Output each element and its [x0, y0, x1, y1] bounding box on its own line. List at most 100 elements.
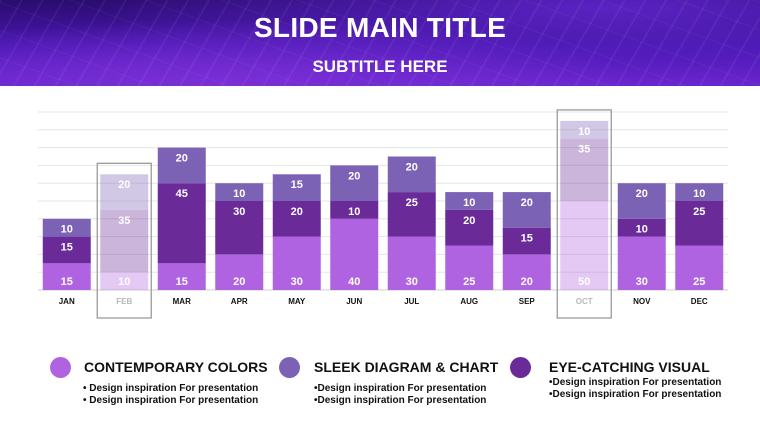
bar-segment-feb-2	[100, 209, 149, 273]
bar-segment-jul-3	[387, 156, 436, 193]
bar-segment-nov-2	[617, 218, 666, 237]
data-label: 15	[291, 179, 303, 191]
chart-x-tick-labels: JAN FEB MAR APR MAY JUN JUL AUG SEP OCT NOV DEC	[59, 297, 708, 306]
data-label: 25	[693, 276, 705, 288]
bar-segment-mar-1	[157, 263, 206, 290]
bar-segment-oct-2	[560, 138, 609, 201]
legend-label: CONTEMPORARY COLORS	[84, 359, 268, 375]
x-tick-label: MAY	[288, 297, 306, 306]
bar-segment-sep-2	[502, 227, 551, 255]
legend-label: SLEEK DIAGRAM & CHART	[314, 359, 499, 375]
data-label: 20	[233, 276, 245, 288]
bar-segment-jan-2	[42, 236, 91, 264]
bar-segment-mar-2	[157, 183, 206, 264]
data-label: 20	[348, 170, 360, 182]
bar-segment-aug-2	[445, 209, 494, 246]
bar-segment-may-1	[272, 236, 321, 290]
legend-label: EYE-CATCHING VISUAL	[549, 359, 710, 375]
legend-bullet: •Design inspiration For presentation	[314, 383, 487, 394]
data-label: 10	[61, 224, 73, 236]
data-label: 10	[348, 206, 360, 218]
header-banner: SLIDE MAIN TITLE SUBTITLE HERE	[0, 0, 760, 86]
legend-bullet: •Design inspiration For presentation	[549, 377, 722, 388]
legend-dot-icon	[510, 357, 531, 378]
x-tick-label: JUN	[346, 297, 362, 306]
bar-segment-sep-1	[502, 254, 551, 290]
x-tick-label: AUG	[460, 297, 478, 306]
data-label: 10	[118, 276, 130, 288]
bar-segment-feb-1	[100, 272, 149, 290]
data-label: 25	[693, 206, 705, 218]
data-label: 15	[176, 276, 188, 288]
data-label: 15	[521, 233, 533, 245]
data-label: 10	[636, 224, 648, 236]
bar-segment-may-3	[272, 174, 321, 201]
data-label: 35	[118, 215, 130, 227]
x-tick-label: SEP	[519, 297, 536, 306]
data-label: 25	[463, 276, 475, 288]
bar-segment-jan-3	[42, 218, 91, 237]
highlight-frame	[556, 109, 612, 319]
data-label: 20	[406, 161, 418, 173]
data-label: 10	[233, 188, 245, 200]
bar-segment-jun-3	[330, 165, 379, 201]
legend-dot-icon	[279, 357, 300, 378]
legend-bullet: •Design inspiration For presentation	[549, 389, 722, 400]
data-label: 20	[176, 153, 188, 165]
chart-gridlines	[38, 111, 728, 291]
data-label: 30	[406, 276, 418, 288]
legend-bullet: • Design inspiration For presentation	[83, 383, 259, 394]
data-label: 35	[578, 144, 590, 156]
chart-bars	[42, 120, 724, 290]
bar-segment-jun-2	[330, 201, 379, 219]
bar-segment-sep-3	[502, 192, 551, 228]
x-tick-label: FEB	[116, 297, 132, 306]
x-tick-label: NOV	[633, 297, 651, 306]
data-label: 40	[348, 276, 360, 288]
legend-bullet: •Design inspiration For presentation	[314, 395, 487, 406]
data-label: 20	[463, 215, 475, 227]
x-tick-label: JUL	[404, 297, 419, 306]
bar-segment-may-2	[272, 201, 321, 237]
bar-segment-jul-1	[387, 236, 436, 290]
bar-segment-dec-3	[675, 183, 724, 201]
data-label: 20	[521, 276, 533, 288]
chart-data-labels: 15 15 10 10 35 20 15 45 20 20 30 10 30 20 15 40 10 20 30 25…	[61, 126, 706, 288]
data-label: 15	[61, 242, 73, 254]
bar-segment-nov-1	[617, 236, 666, 290]
bar-segment-jan-1	[42, 263, 91, 290]
data-label: 25	[406, 197, 418, 209]
slide-subtitle: SUBTITLE HERE	[312, 57, 448, 76]
data-label: 45	[176, 188, 188, 200]
slide-title: SLIDE MAIN TITLE	[253, 12, 507, 43]
data-label: 10	[693, 188, 705, 200]
data-label: 20	[118, 179, 130, 191]
data-label: 30	[233, 206, 245, 218]
data-label: 20	[636, 188, 648, 200]
data-label: 10	[463, 197, 475, 209]
bar-segment-jun-1	[330, 218, 379, 290]
x-tick-label: MAR	[173, 297, 191, 306]
x-tick-label: DEC	[691, 297, 708, 306]
bar-segment-aug-3	[445, 192, 494, 210]
bar-segment-apr-3	[215, 183, 264, 201]
data-label: 50	[578, 276, 590, 288]
stacked-bar-chart: 15 15 10 10 35 20 15 45 20 20 30 10 30 20 15 40 10 20 30 25…	[38, 109, 728, 319]
bar-segment-apr-1	[215, 254, 264, 290]
bar-segment-dec-2	[675, 201, 724, 246]
x-tick-label: APR	[231, 297, 248, 306]
bar-segment-mar-3	[157, 147, 206, 184]
data-label: 30	[636, 276, 648, 288]
data-label: 20	[291, 206, 303, 218]
x-tick-label: OCT	[576, 297, 593, 306]
bar-segment-oct-3	[560, 120, 609, 139]
data-label: 10	[578, 126, 590, 138]
data-label: 15	[61, 276, 73, 288]
bar-segment-oct-1	[560, 201, 609, 290]
bar-segment-jul-2	[387, 192, 436, 237]
legend-bullet: • Design inspiration For presentation	[83, 395, 259, 406]
x-tick-label: JAN	[59, 297, 75, 306]
data-label: 30	[291, 276, 303, 288]
data-label: 20	[521, 197, 533, 209]
bar-segment-feb-3	[100, 174, 149, 210]
